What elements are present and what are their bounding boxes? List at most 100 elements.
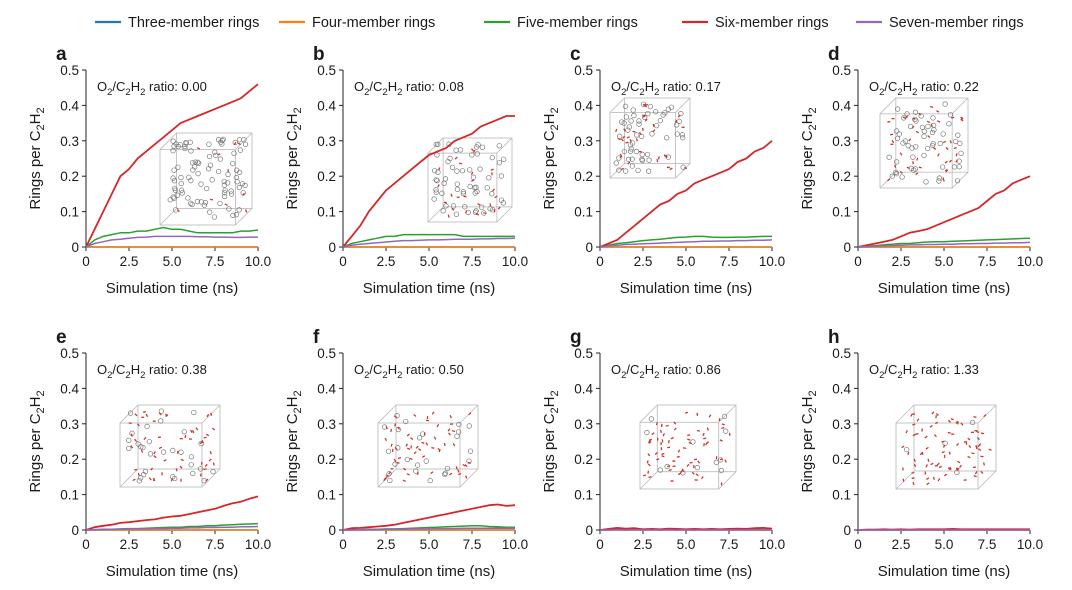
- carbon-cluster: [940, 131, 946, 137]
- oxygen-molecule: [397, 456, 402, 460]
- y-tick-label: 0.4: [317, 98, 336, 113]
- y-tick-label: 0: [71, 523, 79, 538]
- carbon-cluster: [649, 131, 655, 137]
- snapshot-edge: [895, 422, 979, 490]
- carbon-cluster: [674, 122, 680, 128]
- oxygen-molecule: [977, 443, 981, 447]
- oxygen-molecule: [951, 116, 955, 119]
- oxygen-molecule: [667, 440, 670, 444]
- panel-letter: a: [56, 44, 67, 65]
- ratio-part: 2: [912, 87, 917, 98]
- panel-d: d 0 0.1 0.2 0.3 0.4 0.5 0 2.5 5.0 7.5 10.0 Simulatio…: [799, 44, 1043, 297]
- oxygen-molecule: [936, 462, 940, 466]
- oxygen-molecule: [908, 138, 912, 142]
- oxygen-molecule: [402, 479, 406, 482]
- carbon-cluster: [676, 118, 682, 124]
- oxygen-molecule: [960, 422, 964, 426]
- carbon-cluster: [181, 429, 187, 435]
- carbon-cluster: [449, 164, 456, 170]
- oxygen-molecule: [960, 116, 963, 121]
- carbon-cluster: [142, 468, 149, 475]
- oxygen-molecule: [438, 167, 441, 171]
- series-line-six-member-rings: [599, 140, 773, 248]
- carbon-cluster: [896, 131, 903, 137]
- oxygen-molecule: [158, 446, 163, 450]
- y-tick-label: 0.2: [832, 452, 851, 467]
- y-tick-label: 0.1: [60, 488, 79, 503]
- carbon-cluster: [198, 440, 204, 447]
- ratio-annotation: O2/C2H2 ratio: 0.22: [869, 79, 979, 98]
- oxygen-molecule: [422, 455, 426, 458]
- series-line-five-member-rings: [85, 226, 259, 248]
- carbon-cluster: [622, 103, 629, 109]
- oxygen-molecule: [209, 198, 214, 201]
- ratio-part: 2: [107, 87, 112, 98]
- carbon-cluster: [490, 207, 496, 213]
- x-tick-label: 2.5: [892, 537, 911, 552]
- ratio-part: H: [131, 362, 140, 377]
- carbon-cluster: [387, 477, 393, 484]
- carbon-cluster: [433, 189, 439, 195]
- ratio-part: 2: [654, 370, 659, 381]
- carbon-cluster: [470, 174, 477, 180]
- oxygen-molecule: [674, 119, 678, 123]
- ratio-part: 2: [897, 87, 902, 98]
- snapshot-edge: [718, 471, 737, 490]
- ratio-part: H: [645, 362, 654, 377]
- y-axis-label-part: 2: [807, 390, 819, 396]
- oxygen-molecule: [926, 482, 930, 486]
- oxygen-molecule: [406, 447, 411, 450]
- oxygen-molecule: [437, 447, 441, 451]
- oxygen-molecule: [916, 157, 919, 161]
- carbon-cluster: [175, 164, 181, 170]
- snapshot-edge: [879, 97, 897, 115]
- oxygen-molecule: [670, 436, 674, 440]
- oxygen-molecule: [980, 432, 985, 435]
- y-axis-label: Rings per C2H2: [799, 107, 819, 209]
- series-line-seven-member-rings: [85, 235, 258, 248]
- ratio-part: ratio: 0.22: [917, 79, 978, 94]
- ratio-part: 2: [897, 370, 902, 381]
- ratio-part: 2: [621, 87, 626, 98]
- y-tick-label: 0.4: [60, 98, 79, 113]
- oxygen-molecule: [706, 441, 710, 445]
- carbon-cluster: [456, 429, 462, 435]
- oxygen-molecule: [644, 118, 648, 122]
- oxygen-molecule: [206, 413, 210, 418]
- oxygen-molecule: [209, 450, 212, 455]
- oxygen-molecule: [971, 452, 975, 455]
- carbon-cluster: [500, 156, 507, 162]
- carbon-cluster: [182, 143, 188, 149]
- carbon-cluster: [627, 142, 634, 148]
- oxygen-molecule: [244, 209, 248, 213]
- panel-c: c 0 0.1 0.2 0.3 0.4 0.5 0 2.5 5.0 7.5 10.0 Simulatio…: [541, 44, 785, 297]
- oxygen-molecule: [468, 412, 472, 416]
- carbon-cluster: [723, 428, 729, 434]
- carbon-cluster: [386, 471, 392, 477]
- y-tick-label: 0: [71, 240, 79, 255]
- oxygen-molecule: [983, 414, 987, 418]
- carbon-cluster: [638, 133, 645, 140]
- oxygen-molecule: [140, 449, 144, 453]
- oxygen-molecule: [205, 478, 209, 482]
- carbon-cluster: [127, 410, 134, 416]
- series-line-six-member-rings: [857, 175, 1031, 248]
- oxygen-molecule: [418, 448, 422, 451]
- oxygen-molecule: [416, 471, 419, 475]
- carbon-cluster: [954, 178, 961, 184]
- oxygen-molecule: [449, 415, 452, 419]
- y-axis-label-part: 2: [807, 407, 819, 413]
- oxygen-molecule: [642, 474, 647, 477]
- panel-letter: c: [570, 44, 581, 65]
- carbon-cluster: [486, 175, 492, 181]
- oxygen-molecule: [153, 451, 156, 455]
- oxygen-molecule: [668, 468, 672, 472]
- oxygen-molecule: [132, 478, 136, 482]
- oxygen-molecule: [638, 131, 642, 136]
- carbon-cluster: [440, 208, 446, 214]
- x-axis-label: Simulation time (ns): [106, 563, 239, 580]
- oxygen-molecule: [667, 464, 671, 468]
- oxygen-molecule: [907, 451, 910, 455]
- oxygen-molecule: [912, 161, 915, 165]
- y-axis-label-part: H: [284, 396, 301, 407]
